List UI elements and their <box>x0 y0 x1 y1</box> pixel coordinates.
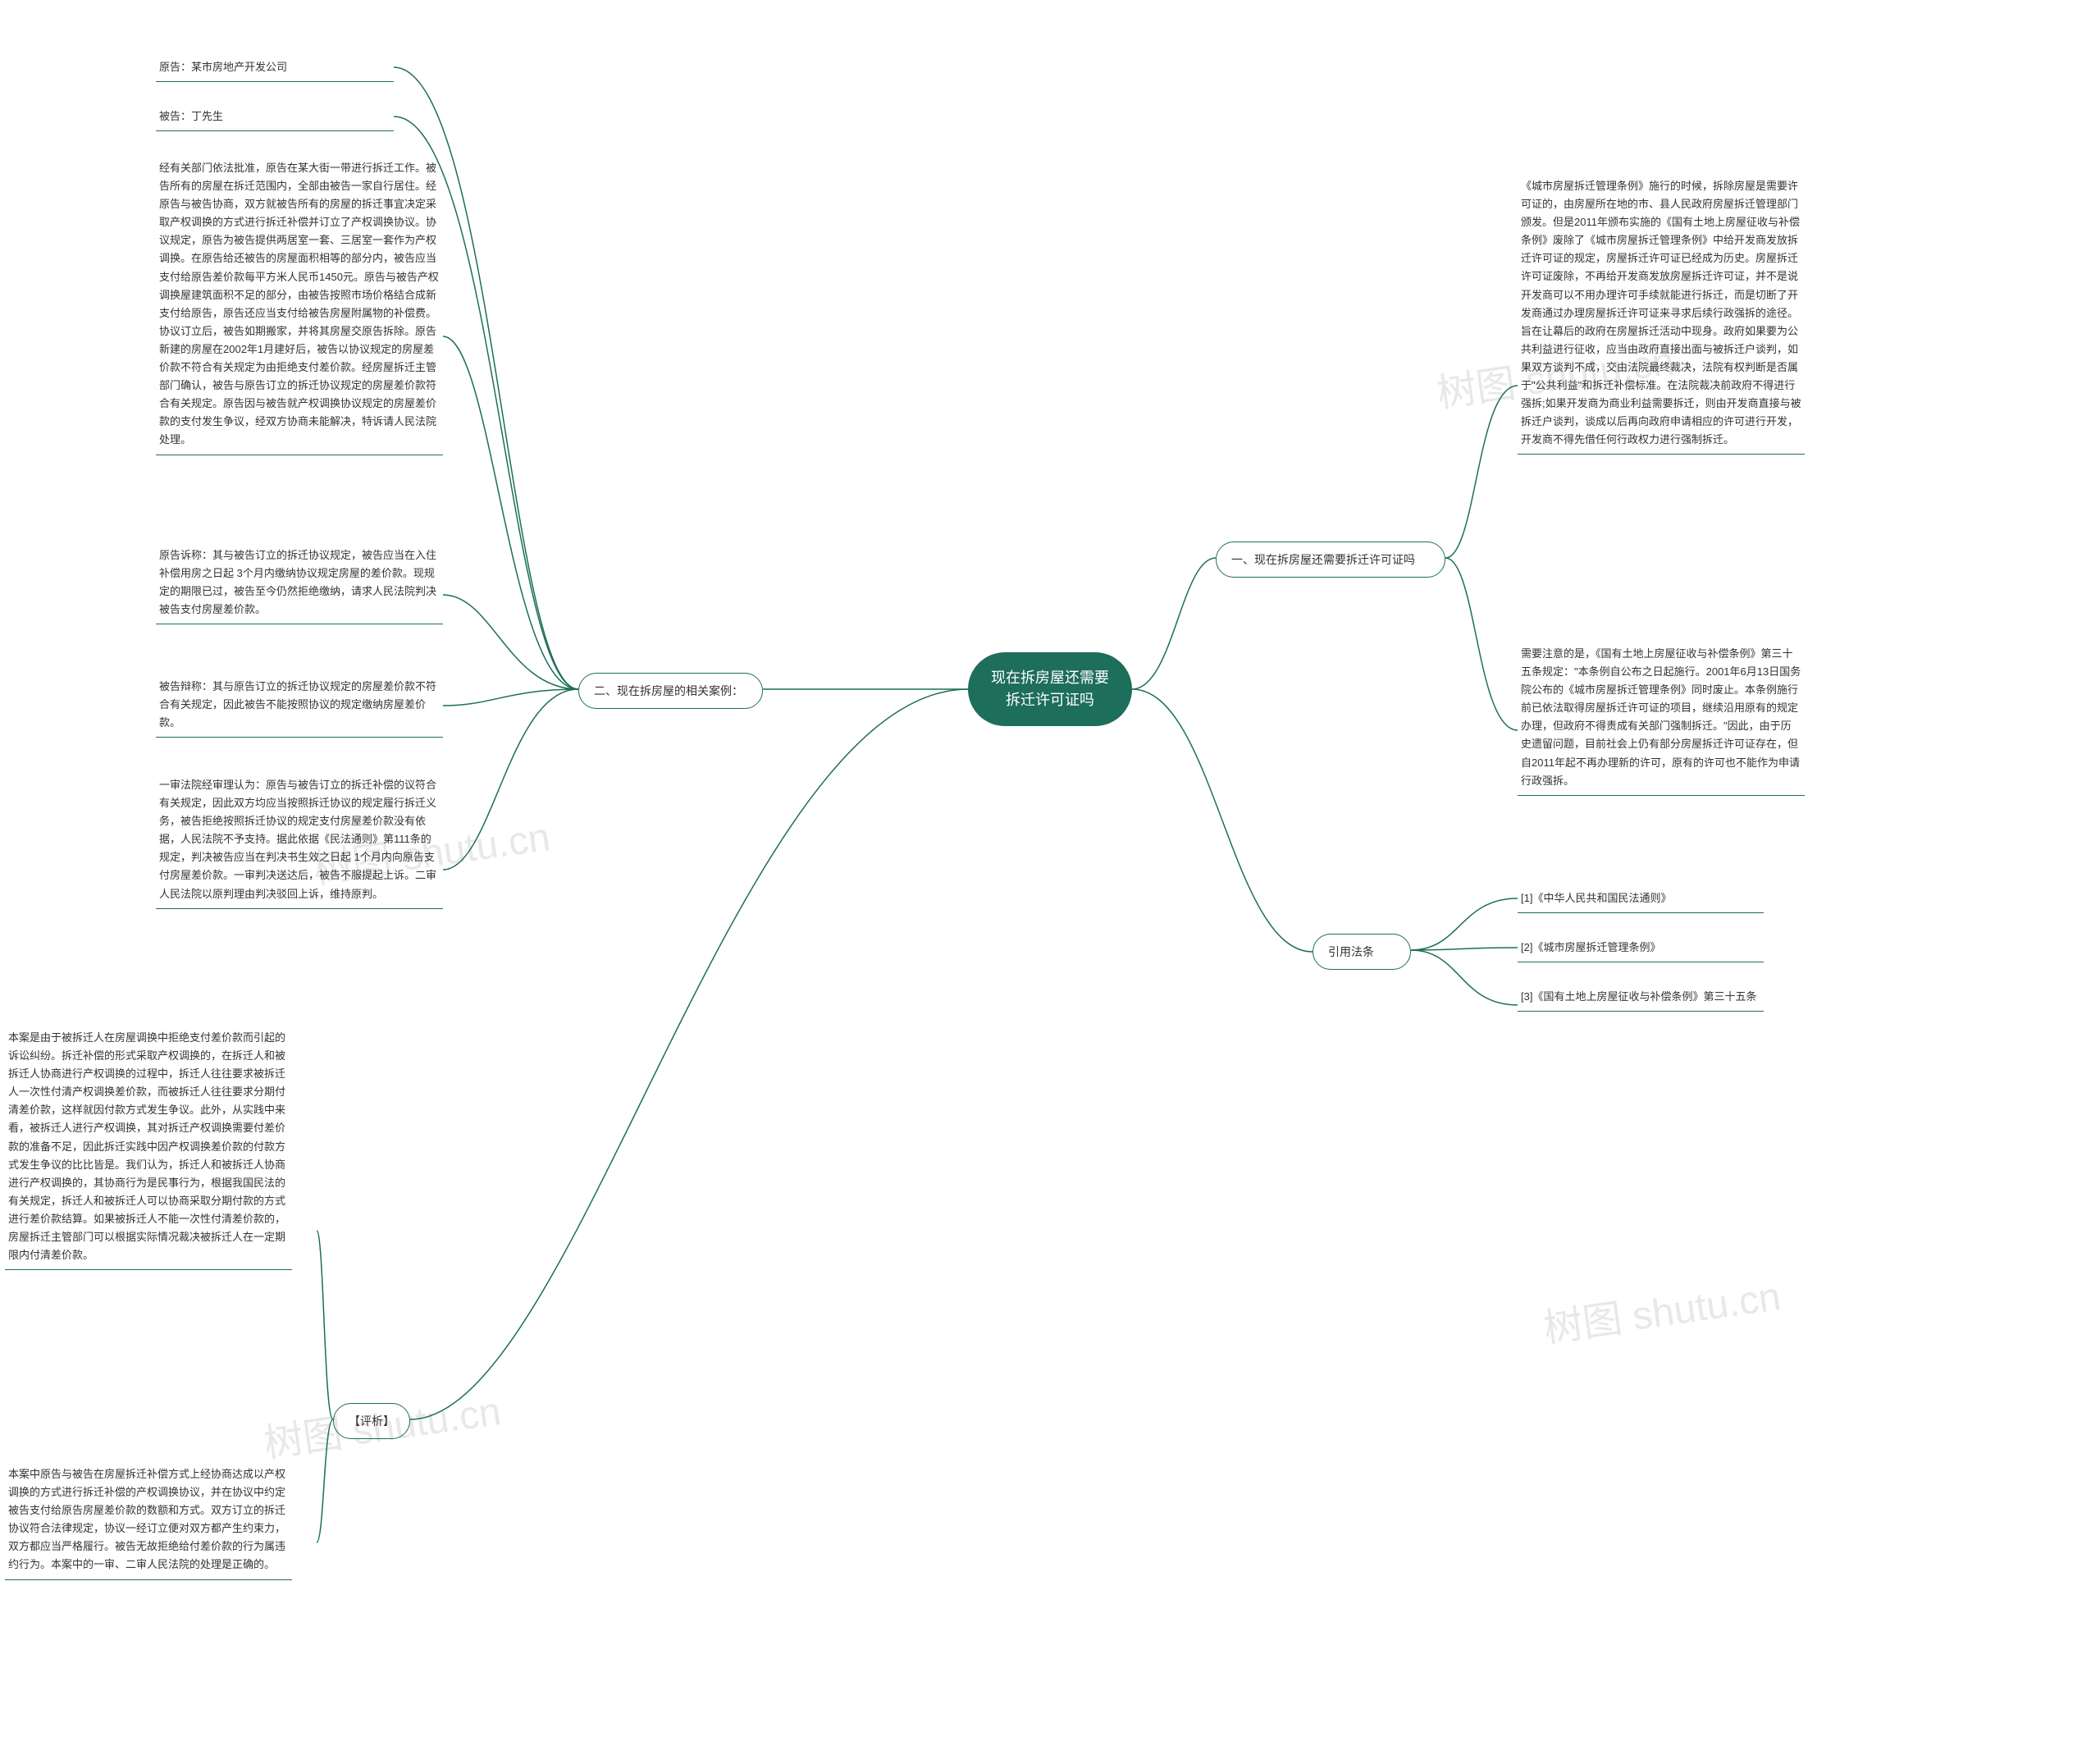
right-leaf-1-2: 需要注意的是，《国有土地上房屋征收与补偿条例》第三十五条规定："本条例自公布之日… <box>1518 640 1805 796</box>
left-leaf-1-1: 原告：某市房地产开发公司 <box>156 53 394 82</box>
right-leaf-1-1: 《城市房屋拆迁管理条例》施行的时候，拆除房屋是需要许可证的，由房屋所在地的市、县… <box>1518 172 1805 455</box>
left-branch-1[interactable]: 二、现在拆房屋的相关案例： <box>578 673 763 709</box>
right-branch-1[interactable]: 一、现在拆房屋还需要拆迁许可证吗 <box>1216 542 1445 578</box>
right-leaf-2-1: [1]《中华人民共和国民法通则》 <box>1518 884 1764 913</box>
left-leaf-1-6: 一审法院经审理认为：原告与被告订立的拆迁补偿的议符合有关规定，因此双方均应当按照… <box>156 771 443 909</box>
left-leaf-1-5: 被告辩称：其与原告订立的拆迁协议规定的房屋差价款不符合有关规定，因此被告不能按照… <box>156 673 443 738</box>
left-branch-2[interactable]: 【评析】 <box>333 1403 410 1439</box>
right-leaf-2-3: [3]《国有土地上房屋征收与补偿条例》第三十五条 <box>1518 983 1764 1012</box>
left-leaf-2-1: 本案是由于被拆迁人在房屋调换中拒绝支付差价款而引起的诉讼纠纷。拆迁补偿的形式采取… <box>5 1024 292 1270</box>
left-leaf-1-4: 原告诉称：其与被告订立的拆迁协议规定，被告应当在入住补偿用房之日起 3个月内缴纳… <box>156 542 443 624</box>
right-branch-2[interactable]: 引用法条 <box>1312 934 1411 970</box>
right-leaf-2-2: [2]《城市房屋拆迁管理条例》 <box>1518 934 1764 962</box>
central-node[interactable]: 现在拆房屋还需要拆迁许可证吗 <box>968 652 1132 726</box>
left-leaf-2-2: 本案中原告与被告在房屋拆迁补偿方式上经协商达成以产权调换的方式进行拆迁补偿的产权… <box>5 1460 292 1580</box>
left-leaf-1-3: 经有关部门依法批准，原告在某大街一带进行拆迁工作。被告所有的房屋在拆迁范围内，全… <box>156 154 443 455</box>
left-leaf-1-2: 被告：丁先生 <box>156 103 394 131</box>
mindmap-container: 树图 shutu.cn 树图 shutu.cn 树图 shutu.cn 树图 s… <box>0 0 2100 1764</box>
